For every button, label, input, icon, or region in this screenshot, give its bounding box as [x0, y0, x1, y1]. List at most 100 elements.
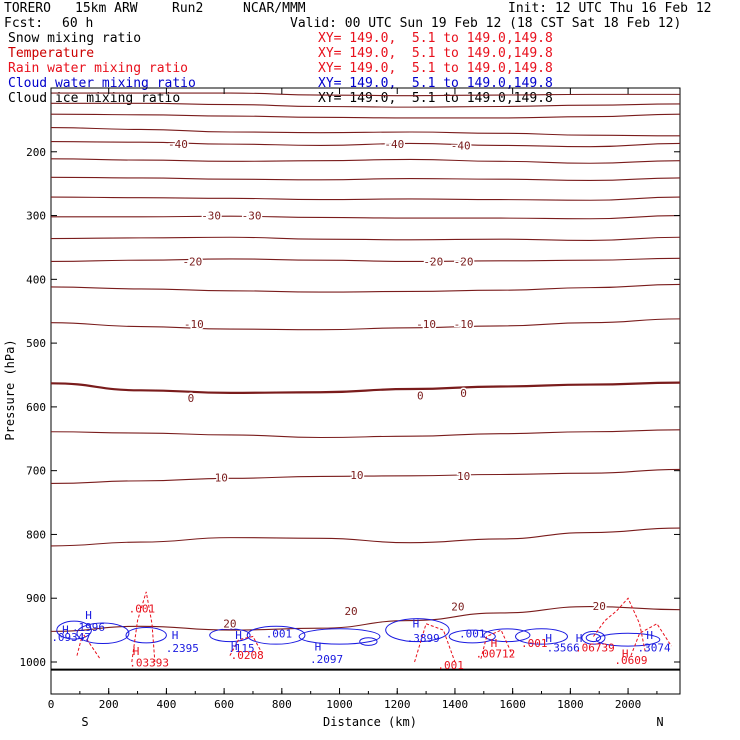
temperature-label-15: 10: [350, 469, 363, 482]
temperature-contour-0: [50, 92, 680, 97]
cloud-water-label-17: H: [576, 632, 583, 645]
cloud-water-label-4: H: [172, 629, 179, 642]
field-cloud-water-xy: XY= 149.0, 5.1 to 149.0,149.8: [318, 76, 553, 91]
temperature-label-20: 20: [593, 600, 606, 613]
temperature-label-19: 20: [451, 601, 464, 614]
model-resolution: 15km ARW: [75, 1, 138, 16]
temperature-label-0: -40: [168, 138, 188, 151]
cloud-water-label-15: H: [545, 632, 552, 645]
temperature-contour-3: [50, 126, 681, 137]
rain-contour-4: [480, 629, 514, 659]
plot-border: [50, 87, 681, 695]
y-tick-label-3: 500: [26, 337, 46, 350]
temperature-contour-11: [50, 283, 681, 293]
y-axis-label: Pressure (hPa): [3, 339, 17, 440]
cloud-water-contour-13: [595, 632, 661, 647]
contour-labels: -40 -40 -40 -30 -30 -20 -20 -20 -10 -10 -10 0 0 0 10 10…: [51, 137, 671, 673]
cloud-water-contour-10: [515, 628, 568, 645]
field-temperature-name: Temperature: [8, 46, 95, 61]
north-end-label: N: [656, 715, 663, 729]
temperature-contour-13: [50, 381, 681, 394]
cloud-water-contour-9: [483, 628, 531, 643]
cloud-water-label-19: .3074: [637, 641, 670, 654]
cloud-water-label-10: H: [315, 641, 322, 654]
rain-label-5: .00712: [475, 648, 515, 661]
plot-frame: [50, 87, 681, 695]
temperature-label-18: 20: [344, 605, 357, 618]
y-tick-label-0: 200: [26, 146, 46, 159]
temperature-label-13: 0: [460, 387, 467, 400]
cloud-water-contour-2: [125, 627, 167, 644]
rain-label-1: H: [133, 645, 140, 658]
field-rain-xy: XY= 149.0, 5.1 to 149.0,149.8: [318, 61, 553, 76]
cloud-water-label-5: .2395: [166, 642, 199, 655]
x-tick-label-9: 1800: [557, 698, 584, 711]
cloud-water-contour-12: [585, 633, 602, 643]
model-name: TORERO: [4, 1, 51, 16]
forecast-hour: 60 h: [62, 16, 94, 31]
temperature-label-6: -20: [423, 255, 443, 268]
temperature-contour-6: [50, 176, 681, 182]
temperature-contour-5: [50, 158, 681, 164]
y-tick-label-2: 400: [26, 273, 46, 286]
temperature-contour-10: [50, 257, 681, 263]
model-run: Run2: [172, 1, 204, 16]
temperature-contour-2: [50, 113, 681, 119]
south-end-label: S: [81, 715, 88, 729]
cloud-water-label-12: H: [413, 618, 420, 631]
rain-label-4: .001: [437, 659, 464, 672]
temperature-label-3: -30: [201, 210, 221, 223]
x-tick-label-1: 200: [99, 698, 119, 711]
temperature-label-16: 10: [457, 470, 470, 483]
y-tick-label-4: 600: [26, 401, 46, 414]
temperature-contour-7: [50, 196, 681, 201]
cloud-water-contour-11: [581, 630, 606, 645]
temperature-contour-9: [50, 236, 681, 241]
x-tick-label-5: 1000: [326, 698, 353, 711]
field-cloud-water-name: Cloud water mixing ratio: [8, 76, 196, 91]
cloud-water-label-9: .001: [266, 627, 293, 640]
cloud-water-contour-3: [209, 628, 251, 643]
cloud-water-label-18: H: [646, 629, 653, 642]
cloud-water-label-8: .115: [228, 642, 255, 655]
cloud-water-label-14: .001: [459, 627, 486, 640]
temperature-label-17: 20: [223, 618, 236, 631]
cloud-water-contour-6: [359, 637, 378, 646]
field-temperature-xy: XY= 149.0, 5.1 to 149.0,149.8: [318, 46, 553, 61]
rain-label-7: .001: [521, 637, 548, 650]
cloud-water-label-1: H: [62, 623, 69, 636]
axes: 0 200 400 600 800 1000 1200 1400 1600 1800 2000200…: [20, 88, 680, 711]
rain-label-8: .06739: [575, 641, 615, 654]
cloud-water-contour-7: [385, 618, 450, 643]
temperature-contour-16: [50, 527, 681, 547]
x-tick-label-6: 1200: [384, 698, 411, 711]
cloud-water-contour-0: [56, 620, 92, 640]
rain-label-10: .0609: [614, 654, 647, 667]
temperature-contour-1: [50, 102, 681, 108]
temperature-label-8: -10: [184, 318, 204, 331]
x-tick-label-4: 800: [272, 698, 292, 711]
rain-contour-5: [593, 597, 646, 653]
temperature-label-9: -10: [416, 318, 436, 331]
rain-label-2: .03393: [129, 657, 169, 670]
temperature-label-12: 0: [417, 389, 424, 402]
temperature-label-4: -30: [242, 210, 262, 223]
y-tick-label-6: 800: [26, 528, 46, 541]
temperature-contour-8: [51, 215, 681, 220]
cloud-water-label-6: H: [235, 629, 242, 642]
chart-header: TORERO 15km ARW Run2 NCAR/MMM Init: 12 U…: [0, 0, 740, 112]
x-tick-label-2: 400: [156, 698, 176, 711]
rain-contour-3: [414, 623, 456, 663]
cloud-water-label-11: .2097: [310, 653, 343, 666]
temperature-label-14: 10: [215, 472, 228, 485]
temperature-label-5: -20: [182, 255, 202, 268]
temperature-label-10: -10: [454, 318, 474, 331]
rain-contour-6: [630, 623, 672, 656]
temperature-contours: [50, 92, 681, 632]
temperature-contour-12: [50, 318, 681, 331]
cloud-water-contour-1: [76, 622, 130, 645]
cloud-water-contours: [56, 618, 661, 647]
rain-label-3: .0208: [231, 649, 264, 662]
rain-label-9: H: [622, 648, 629, 661]
